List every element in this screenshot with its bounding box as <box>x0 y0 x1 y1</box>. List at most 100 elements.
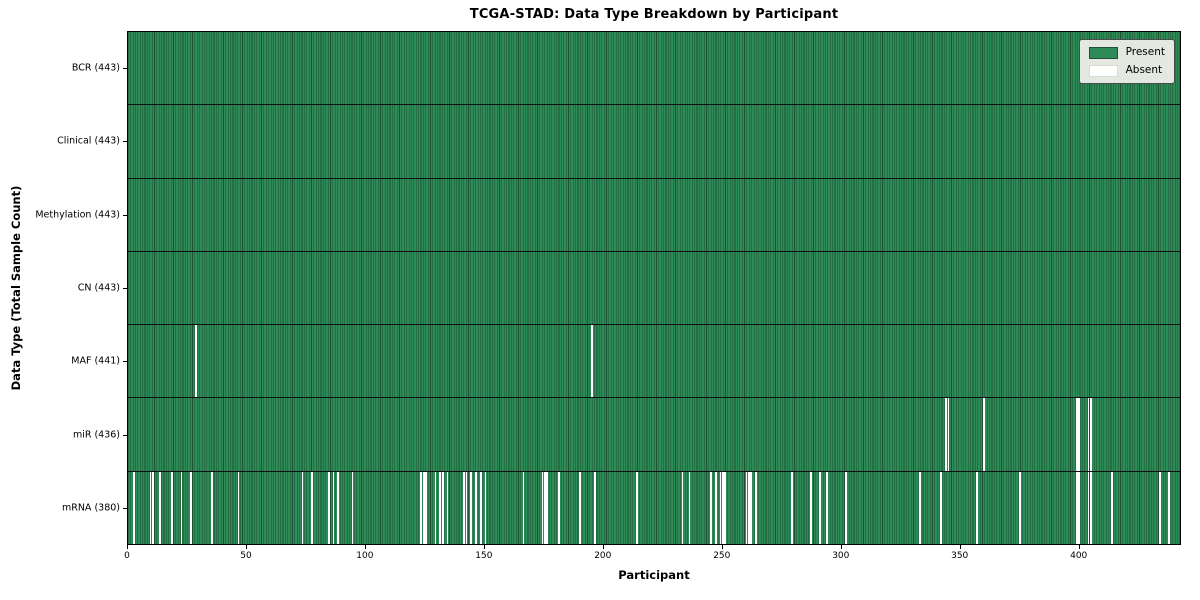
absent-cell <box>475 471 477 544</box>
chart-title: TCGA-STAD: Data Type Breakdown by Partic… <box>469 7 839 22</box>
absent-cell <box>1075 398 1078 471</box>
x-tick-mark <box>483 545 485 549</box>
x-tick-label: 200 <box>594 551 612 561</box>
absent-cell <box>337 471 340 544</box>
absent-cell <box>152 471 154 544</box>
absent-cell <box>1018 471 1021 544</box>
absent-cell <box>919 471 921 544</box>
absent-cell <box>351 471 354 544</box>
legend-label-present: Present <box>1125 46 1165 58</box>
y-tick-label: CN (443) <box>77 282 120 294</box>
absent-cell <box>681 471 684 544</box>
absent-cell <box>463 471 465 544</box>
absent-cell <box>190 471 192 544</box>
absent-cell <box>1090 398 1092 471</box>
absent-cell <box>311 471 313 544</box>
absent-cell <box>724 471 727 544</box>
absent-cell <box>159 471 161 544</box>
absent-cell <box>579 471 582 544</box>
absent-cell <box>149 471 152 544</box>
legend-item-absent: Absent <box>1088 64 1165 77</box>
absent-cell <box>940 471 943 544</box>
x-tick-mark <box>602 545 604 549</box>
absent-cell <box>947 398 950 471</box>
absent-cell <box>446 471 449 544</box>
absent-cell <box>479 471 482 544</box>
y-tick-mark <box>123 68 127 69</box>
absent-cell <box>434 471 437 544</box>
y-tick-mark <box>123 288 127 289</box>
absent-cell <box>714 471 717 544</box>
x-tick-mark <box>364 545 366 549</box>
y-tick-label: BCR (443) <box>71 62 120 74</box>
x-tick-mark <box>721 545 723 549</box>
heatmap-row-methylation <box>128 178 1180 252</box>
absent-cell <box>1075 471 1078 544</box>
absent-cell <box>441 471 444 544</box>
absent-cell <box>558 471 560 544</box>
absent-cell <box>945 398 947 471</box>
absent-cell <box>636 471 639 544</box>
absent-cell <box>465 471 468 544</box>
absent-cell <box>327 471 330 544</box>
absent-cell <box>194 325 197 398</box>
absent-cell <box>819 471 822 544</box>
heatmap-row-maf <box>128 325 1180 399</box>
absent-cell <box>1087 471 1090 544</box>
y-tick-label: Clinical (443) <box>57 135 120 147</box>
absent-cell <box>484 471 487 544</box>
x-tick-label: 250 <box>713 551 731 561</box>
absent-cell <box>171 471 173 544</box>
y-tick-mark <box>123 141 127 142</box>
x-tick-label: 150 <box>475 551 493 561</box>
absent-cell <box>745 471 748 544</box>
plot-area: Present Absent <box>127 31 1181 545</box>
absent-cell <box>543 471 546 544</box>
absent-cell <box>546 471 549 544</box>
x-tick-label: 300 <box>832 551 850 561</box>
x-tick-mark <box>246 545 247 549</box>
x-tick-mark <box>959 545 961 549</box>
y-tick-label: miR (436) <box>72 429 120 441</box>
absent-cell <box>809 471 812 544</box>
x-tick-label: 100 <box>356 551 374 561</box>
absent-cell <box>721 471 724 544</box>
absent-cell <box>688 471 691 544</box>
y-tick-mark <box>123 361 127 362</box>
x-tick-mark <box>127 545 128 549</box>
absent-cell <box>750 471 753 544</box>
absent-cell <box>332 471 335 544</box>
present-swatch-icon <box>1088 46 1118 59</box>
x-tick-label: 350 <box>951 551 969 561</box>
x-axis-label: Participant <box>618 568 690 582</box>
x-tick-mark <box>840 545 842 549</box>
absent-cell <box>301 471 304 544</box>
absent-cell <box>211 471 214 544</box>
absent-swatch-icon <box>1088 64 1118 77</box>
absent-cell <box>710 471 712 544</box>
absent-cell <box>470 471 473 544</box>
absent-cell <box>425 471 427 544</box>
absent-cell <box>133 471 135 544</box>
absent-cell <box>439 471 442 544</box>
legend-item-present: Present <box>1088 46 1165 59</box>
absent-cell <box>1158 471 1161 544</box>
heatmap-row-bcr <box>128 32 1180 106</box>
absent-cell <box>719 471 722 544</box>
x-tick-mark <box>1078 545 1080 549</box>
absent-cell <box>845 471 848 544</box>
x-tick-label: 400 <box>1070 551 1088 561</box>
absent-cell <box>237 471 240 544</box>
legend-label-absent: Absent <box>1125 64 1163 76</box>
legend: Present Absent <box>1078 39 1175 84</box>
absent-cell <box>1168 471 1171 544</box>
y-tick-label: MAF (441) <box>71 355 120 367</box>
absent-cell <box>1087 398 1090 471</box>
y-tick-mark <box>123 508 127 509</box>
y-tick-mark <box>123 215 127 216</box>
absent-cell <box>790 471 793 544</box>
absent-cell <box>422 471 425 544</box>
absent-cell <box>180 471 183 544</box>
heatmap-row-cn <box>128 251 1180 326</box>
